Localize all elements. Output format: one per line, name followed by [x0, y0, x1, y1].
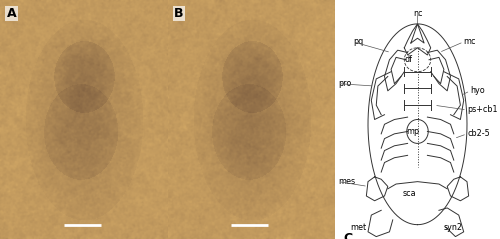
Text: syn2: syn2 [444, 223, 463, 232]
Text: hyo: hyo [470, 86, 485, 95]
Text: cb2-5: cb2-5 [467, 129, 490, 138]
Text: nc: nc [413, 9, 422, 18]
Text: B: B [174, 7, 184, 20]
Text: pq: pq [353, 37, 364, 46]
Text: mc: mc [464, 37, 476, 46]
Text: pro: pro [338, 79, 351, 88]
Text: mp: mp [406, 127, 419, 136]
Text: C: C [343, 232, 352, 239]
Text: mes: mes [338, 177, 355, 186]
Text: df: df [404, 55, 412, 64]
Text: A: A [6, 7, 16, 20]
Text: met: met [350, 223, 366, 232]
Text: ps+cb1: ps+cb1 [467, 105, 498, 114]
Text: sca: sca [402, 189, 416, 198]
